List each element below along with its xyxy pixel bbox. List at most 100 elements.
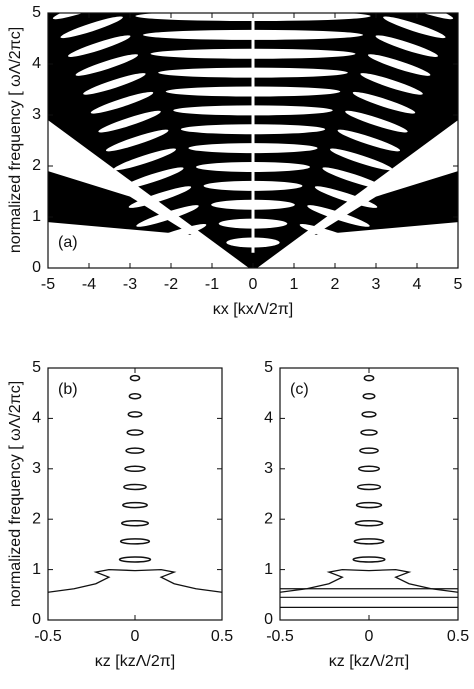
x-tick-label: 0	[249, 276, 258, 293]
band-curve	[48, 568, 222, 593]
band-loop	[128, 392, 142, 400]
gap	[367, 54, 431, 76]
x-tick-label: -2	[164, 276, 178, 293]
band-loop	[124, 465, 146, 473]
x-tick-label: 4	[413, 276, 422, 293]
y-tick-label: 2	[264, 510, 273, 527]
band-loop	[355, 501, 383, 509]
gap	[90, 91, 154, 114]
y-tick-label: 3	[32, 106, 41, 123]
band-loop	[118, 556, 152, 563]
x-tick-label: 3	[372, 276, 381, 293]
plot-area	[280, 374, 458, 609]
gap	[52, 13, 116, 20]
y-tick-label: 4	[32, 410, 41, 427]
gap	[136, 205, 199, 227]
x-tick-label: 0	[365, 628, 374, 645]
gap	[113, 148, 176, 171]
gap	[128, 186, 192, 208]
gap	[299, 224, 363, 246]
y-tick-label: 0	[264, 611, 273, 628]
y-tick-label: 0	[32, 259, 41, 276]
panel-label: (b)	[58, 381, 78, 398]
x-tick-label: 5	[454, 276, 463, 293]
gap	[75, 54, 139, 76]
x-tick-label: -0.5	[34, 628, 62, 645]
x-axis-label: κz [kzΛ/2π]	[329, 653, 409, 670]
band-loop	[129, 374, 141, 382]
gap	[390, 13, 454, 20]
frame	[279, 367, 459, 621]
gap	[98, 110, 161, 133]
y-tick-label: 1	[32, 208, 41, 225]
x-tick-label: -5	[41, 276, 55, 293]
x-tick-label: 0.5	[447, 628, 469, 645]
x-tick-label: 1	[290, 276, 299, 293]
band-loop	[362, 392, 376, 400]
y-tick-label: 3	[32, 460, 41, 477]
band-loop	[356, 483, 382, 491]
band-loop	[125, 447, 145, 454]
gap	[383, 16, 446, 39]
y-axis-label: normalized frequency [ ωΛ/2πc]	[7, 27, 24, 253]
y-tick-label: 5	[264, 359, 273, 376]
gap	[143, 224, 207, 246]
x-tick-label: 0	[131, 628, 140, 645]
y-tick-label: 0	[32, 611, 41, 628]
gap	[105, 129, 169, 152]
x-tick-label: 0.5	[211, 628, 233, 645]
y-tick-label: 1	[264, 561, 273, 578]
band-loop	[354, 519, 384, 527]
gap	[121, 167, 184, 190]
x-tick-label: -1	[205, 276, 219, 293]
band-loop	[123, 483, 147, 491]
y-tick-label: 4	[32, 55, 41, 72]
x-tick-label: -4	[82, 276, 96, 293]
band-loop	[122, 501, 148, 509]
plot-area	[48, 13, 458, 268]
frame	[47, 367, 223, 621]
x-axis-label: κz [kzΛ/2π]	[95, 653, 175, 670]
x-axis-label: κx [kxΛ/2π]	[213, 301, 293, 318]
gap	[352, 91, 416, 114]
gap	[375, 35, 438, 57]
plot-area	[48, 374, 222, 593]
band-curve	[280, 568, 458, 593]
band-loop	[120, 519, 150, 527]
band-loop	[127, 411, 143, 418]
band-loop	[358, 465, 380, 473]
x-tick-label: -3	[123, 276, 137, 293]
y-tick-label: 3	[264, 460, 273, 477]
gap	[314, 186, 378, 208]
band-loop	[359, 447, 379, 454]
gap	[322, 167, 385, 190]
gap	[345, 110, 408, 133]
band-loop	[353, 538, 385, 545]
y-tick-label: 2	[32, 510, 41, 527]
band-loop	[363, 374, 375, 382]
y-tick-label: 2	[32, 157, 41, 174]
gap	[307, 205, 370, 227]
band-loop	[126, 429, 144, 436]
y-tick-label: 1	[32, 561, 41, 578]
gap	[83, 73, 146, 95]
gap	[60, 16, 123, 39]
panel-label: (c)	[290, 381, 309, 398]
gap	[360, 73, 423, 95]
x-tick-label: -0.5	[266, 628, 294, 645]
y-tick-label: 5	[32, 4, 41, 21]
band-loop	[119, 538, 151, 545]
x-tick-label: 2	[331, 276, 340, 293]
gap	[330, 148, 393, 171]
y-tick-label: 4	[264, 410, 273, 427]
band-loop	[352, 556, 386, 563]
band-loop	[361, 411, 377, 418]
y-tick-label: 5	[32, 359, 41, 376]
panel-label: (a)	[58, 234, 78, 251]
gap	[337, 129, 401, 152]
band-loop	[360, 429, 378, 436]
y-axis-label: normalized frequency [ ωΛ/2πc]	[7, 381, 24, 607]
